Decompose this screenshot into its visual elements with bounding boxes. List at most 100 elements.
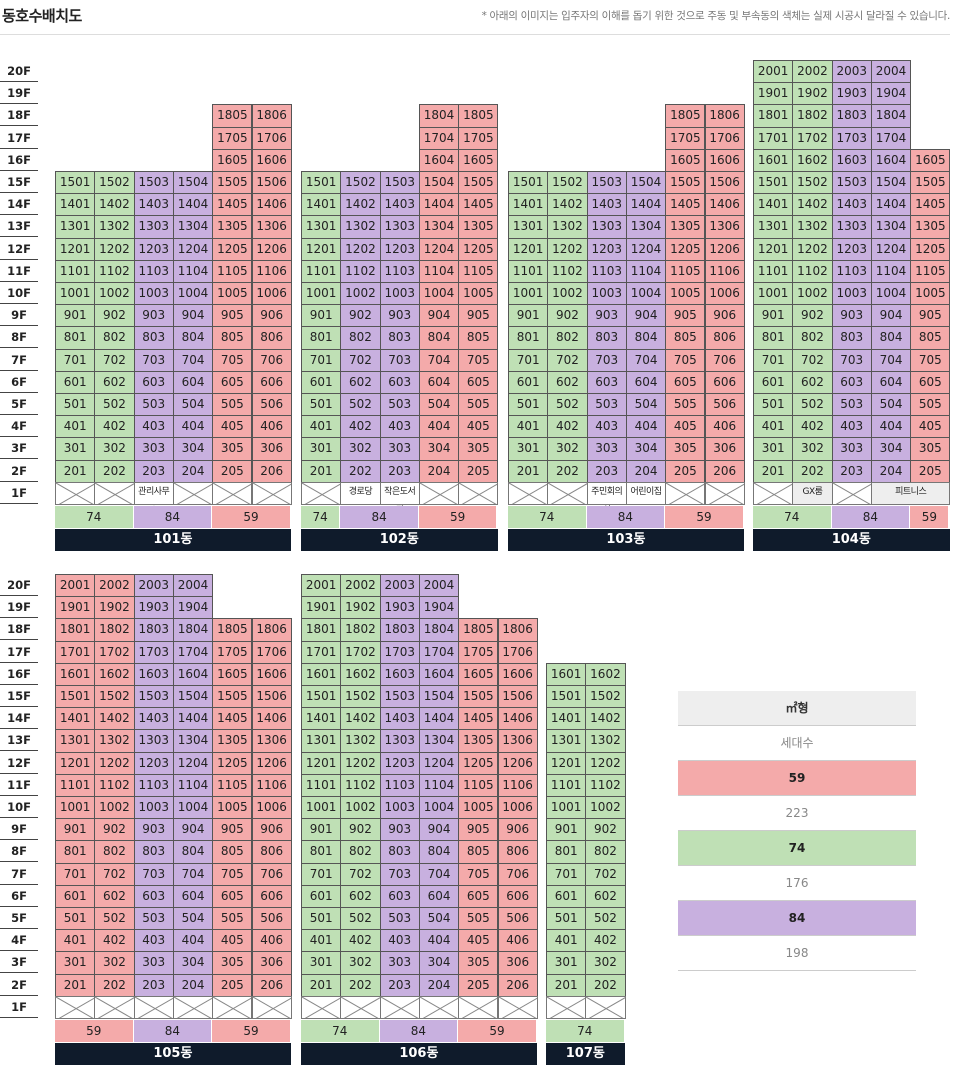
unit-cell: 503 <box>133 907 174 931</box>
unit-cell: 1303 <box>133 729 174 753</box>
unit-cell: 905 <box>665 304 706 328</box>
unit-cell: 1601 <box>301 662 342 686</box>
unit-cell: 1103 <box>379 259 420 283</box>
unit-cell: 1302 <box>792 215 833 239</box>
unit-cell: 903 <box>831 304 872 328</box>
unit-cell: 706 <box>704 348 745 372</box>
unit-cell: 1806 <box>251 104 292 128</box>
unit-cell: 1804 <box>172 618 214 642</box>
unit-cell: 805 <box>458 840 499 864</box>
unit-cell: 804 <box>172 326 214 350</box>
unit-cell: 1903 <box>831 82 872 106</box>
unit-cell: 205 <box>910 459 951 483</box>
unit-cell: 604 <box>418 884 460 908</box>
unit-cell: 901 <box>301 304 342 328</box>
unit-cell: 1204 <box>418 751 460 775</box>
unit-cell: 1004 <box>172 282 214 306</box>
unit-cell: 1106 <box>497 773 538 797</box>
unit-cell: 1301 <box>753 215 794 239</box>
unit-cell: 204 <box>172 459 214 483</box>
unit-cell: 1103 <box>379 773 420 797</box>
unit-cell: 601 <box>55 884 96 908</box>
unit-cell: 504 <box>418 393 460 417</box>
amenity-label: 피트니스 <box>871 482 950 504</box>
unit-cell: 1106 <box>704 259 745 283</box>
unit-cell: 1402 <box>94 707 135 731</box>
unit-cell: 803 <box>831 326 872 350</box>
amenity-label: 어린이집 <box>626 482 666 504</box>
unit-type-cell: 84 <box>133 1020 213 1042</box>
unit-cell: 404 <box>172 415 214 439</box>
unit-cell: 1002 <box>585 796 626 820</box>
legend-count: 176 <box>678 866 916 901</box>
unit-cell: 503 <box>586 393 627 417</box>
unit-cell: 506 <box>497 907 538 931</box>
unit-cell: 405 <box>665 415 706 439</box>
unit-cell: 602 <box>340 370 381 394</box>
floor-label: 7F <box>0 349 38 371</box>
unit-type-cell: 74 <box>508 506 587 528</box>
unit-cell: 1204 <box>625 237 667 261</box>
unit-cell: 304 <box>870 437 912 461</box>
unit-cell: 402 <box>340 415 381 439</box>
unit-cell: 1705 <box>665 126 706 150</box>
unit-cell: 1004 <box>418 282 460 306</box>
unit-cell: 1504 <box>172 171 214 195</box>
unit-cell: 1205 <box>458 237 499 261</box>
unit-cell: 802 <box>547 326 588 350</box>
unit-cell: 804 <box>625 326 667 350</box>
floor-label: 16F <box>0 663 38 685</box>
unit-cell: 401 <box>546 929 587 953</box>
unit-cell: 506 <box>251 393 292 417</box>
unit-cell: 703 <box>133 862 174 886</box>
unit-cell: 704 <box>172 348 214 372</box>
unit-cell: 705 <box>458 862 499 886</box>
unit-cell: 202 <box>585 973 626 997</box>
unit-cell: 306 <box>251 437 292 461</box>
unit-type-cell: 59 <box>55 1020 134 1042</box>
unit-cell: 1502 <box>340 171 381 195</box>
unit-cell: 702 <box>340 348 381 372</box>
unit-cell: 1201 <box>546 751 587 775</box>
unit-cell: 604 <box>870 370 912 394</box>
floor-label: 14F <box>0 707 38 730</box>
unit-cell: 602 <box>547 370 588 394</box>
unit-cell: 202 <box>340 973 381 997</box>
unit-cell: 1606 <box>497 662 538 686</box>
unit-cell: 2002 <box>94 574 135 598</box>
unit-cell: 306 <box>704 437 745 461</box>
amenity-label: GX룸 <box>793 482 832 504</box>
ground-floor-cell <box>301 995 342 1019</box>
unit-cell: 1102 <box>547 259 588 283</box>
unit-cell: 602 <box>792 370 833 394</box>
unit-cell: 1003 <box>379 796 420 820</box>
ground-floor-cell <box>172 481 214 505</box>
unit-cell: 301 <box>55 437 96 461</box>
unit-cell: 1903 <box>133 596 174 620</box>
floor-label: 5F <box>0 393 38 415</box>
unit-cell: 1605 <box>458 148 499 172</box>
unit-cell: 1304 <box>625 215 667 239</box>
unit-cell: 604 <box>625 370 667 394</box>
amenity-label: 작은도서관 <box>380 482 419 516</box>
unit-cell: 1705 <box>212 126 253 150</box>
unit-cell: 902 <box>340 304 381 328</box>
unit-cell: 1806 <box>704 104 745 128</box>
unit-cell: 1805 <box>212 104 253 128</box>
unit-cell: 1803 <box>831 104 872 128</box>
unit-cell: 706 <box>251 862 292 886</box>
unit-cell: 401 <box>55 415 96 439</box>
unit-cell: 1401 <box>753 193 794 217</box>
unit-cell: 501 <box>753 393 794 417</box>
unit-cell: 1301 <box>55 215 96 239</box>
unit-cell: 502 <box>792 393 833 417</box>
unit-cell: 302 <box>792 437 833 461</box>
unit-cell: 405 <box>458 415 499 439</box>
floor-label: 17F <box>0 641 38 663</box>
unit-cell: 705 <box>910 348 951 372</box>
unit-cell: 905 <box>458 304 499 328</box>
unit-cell: 805 <box>910 326 951 350</box>
unit-cell: 302 <box>340 437 381 461</box>
building-name: 101동 <box>55 529 291 551</box>
unit-cell: 702 <box>547 348 588 372</box>
